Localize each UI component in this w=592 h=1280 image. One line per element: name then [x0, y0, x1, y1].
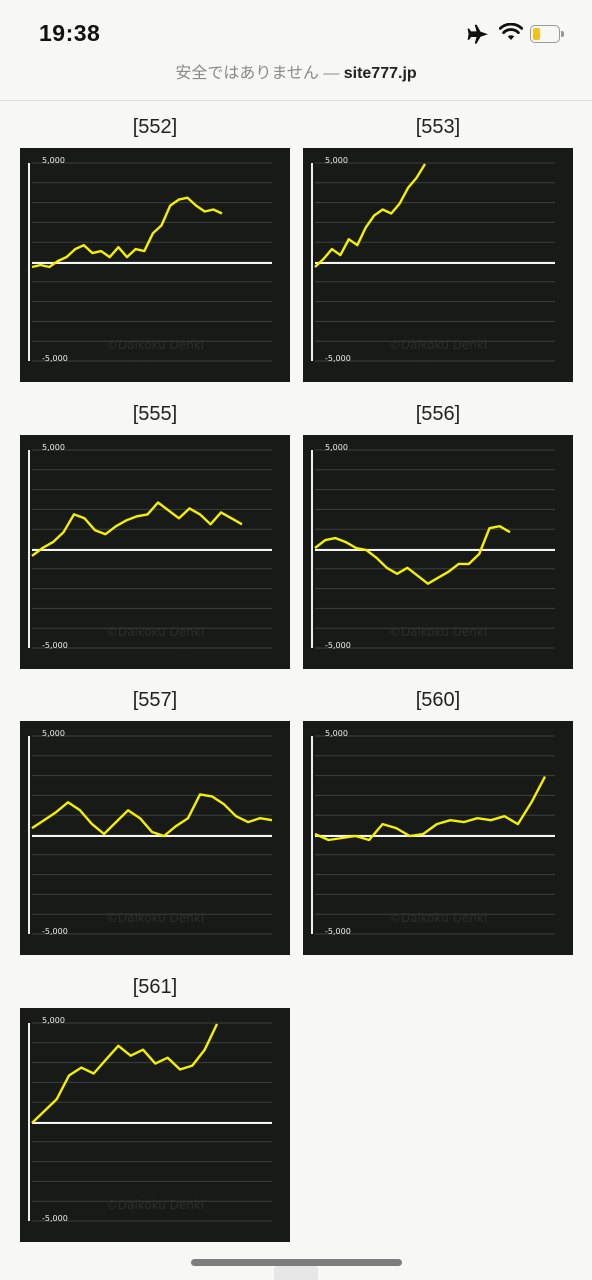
max-value-label: 最大値：3375: [120, 367, 190, 378]
y-min-label: -5,000: [42, 1214, 68, 1223]
max-value-label: 最大値：7798: [403, 367, 473, 378]
slump-line: [31, 1023, 219, 1124]
max-value-label: 最大値：2202: [120, 940, 190, 951]
watermark: ©Daikoku Denki: [388, 911, 488, 925]
machine-number-label: [560]: [415, 689, 461, 711]
graph-plot: [28, 735, 273, 935]
graph-plot: [28, 1022, 272, 1222]
y-max-label: 5,000: [42, 1016, 65, 1025]
bottom-tab-handle[interactable]: [274, 1266, 318, 1280]
max-value-label: 最大値：1294: [403, 654, 473, 665]
graph-tile: [555] 5,000 -5,000 ©Daikoku Denki 最大値：2475: [20, 402, 290, 670]
slump-line: [314, 524, 511, 585]
graph-tile: [556] 5,000 -5,000 ©Daikoku Denki 最大値：1294: [303, 402, 573, 670]
y-max-label: 5,000: [42, 156, 65, 165]
graph-tile: [552] 5,000 -5,000 ©Daikoku Denki 最大値：3375: [20, 115, 290, 383]
watermark: ©Daikoku Denki: [105, 911, 205, 925]
watermark: ©Daikoku Denki: [105, 625, 205, 639]
y-min-label: -5,000: [325, 927, 351, 936]
graph-plot: [28, 162, 272, 362]
graph-plot: [311, 449, 555, 649]
watermark: ©Daikoku Denki: [105, 1198, 205, 1212]
address-bar[interactable]: 安全ではありません — site777.jp: [0, 60, 592, 100]
machine-number-label: [557]: [132, 689, 178, 711]
slump-graph[interactable]: 5,000 -5,000 ©Daikoku Denki 最大値：2202: [20, 721, 290, 955]
watermark: ©Daikoku Denki: [105, 338, 205, 352]
slump-graph[interactable]: 5,000 -5,000 ©Daikoku Denki 最大値：3071: [303, 721, 573, 955]
y-min-label: -5,000: [325, 641, 351, 650]
machine-number-label: [553]: [415, 116, 461, 138]
machine-number-label: [555]: [132, 403, 178, 425]
max-value-label: 最大値：5983: [120, 1227, 190, 1238]
slump-line: [314, 776, 547, 842]
graph-tile: [560] 5,000 -5,000 ©Daikoku Denki 最大値：3071: [303, 688, 573, 956]
y-max-label: 5,000: [325, 156, 348, 165]
security-warning-text: 安全ではありません —: [175, 65, 344, 82]
slump-graph[interactable]: 5,000 -5,000 ©Daikoku Denki 最大値：5983: [20, 1008, 290, 1242]
slump-line: [314, 163, 427, 268]
y-min-label: -5,000: [42, 354, 68, 363]
watermark: ©Daikoku Denki: [388, 625, 488, 639]
max-value-label: 最大値：3071: [403, 940, 473, 951]
slump-graph[interactable]: 5,000 -5,000 ©Daikoku Denki 最大値：7798: [303, 148, 573, 382]
machine-number-label: [561]: [132, 976, 178, 998]
y-min-label: -5,000: [42, 641, 68, 650]
graph-plot: [28, 449, 272, 649]
graph-tile: [561] 5,000 -5,000 ©Daikoku Denki 最大値：5983: [20, 975, 290, 1243]
graph-tile: [553] 5,000 -5,000 ©Daikoku Denki 最大値：7798: [303, 115, 573, 383]
y-min-label: -5,000: [325, 354, 351, 363]
slump-line: [31, 501, 243, 557]
slump-line: [31, 196, 223, 269]
y-max-label: 5,000: [325, 729, 348, 738]
slump-graph[interactable]: 5,000 -5,000 ©Daikoku Denki 最大値：2475: [20, 435, 290, 669]
airplane-mode-icon: [467, 24, 488, 44]
machine-number-label: [552]: [132, 116, 178, 138]
toolbar-divider: [0, 100, 592, 101]
y-max-label: 5,000: [325, 443, 348, 452]
slump-graph[interactable]: 5,000 -5,000 ©Daikoku Denki 最大値：3375: [20, 148, 290, 382]
graph-plot: [311, 735, 555, 935]
slump-line: [31, 793, 273, 838]
machine-number-label: [556]: [415, 403, 461, 425]
y-max-label: 5,000: [42, 729, 65, 738]
battery-icon: [530, 25, 564, 43]
status-time: 19:38: [39, 20, 101, 46]
y-max-label: 5,000: [42, 443, 65, 452]
y-min-label: -5,000: [42, 927, 68, 936]
graph-tile: [557] 5,000 -5,000 ©Daikoku Denki 最大値：2202: [20, 688, 290, 956]
max-value-label: 最大値：2475: [120, 654, 190, 665]
graph-plot: [311, 162, 555, 362]
home-indicator[interactable]: [191, 1259, 402, 1266]
domain-text: site777.jp: [343, 65, 417, 82]
watermark: ©Daikoku Denki: [388, 338, 488, 352]
slump-graph[interactable]: 5,000 -5,000 ©Daikoku Denki 最大値：1294: [303, 435, 573, 669]
status-bar: 19:38: [0, 0, 592, 60]
wifi-icon: [499, 23, 523, 40]
